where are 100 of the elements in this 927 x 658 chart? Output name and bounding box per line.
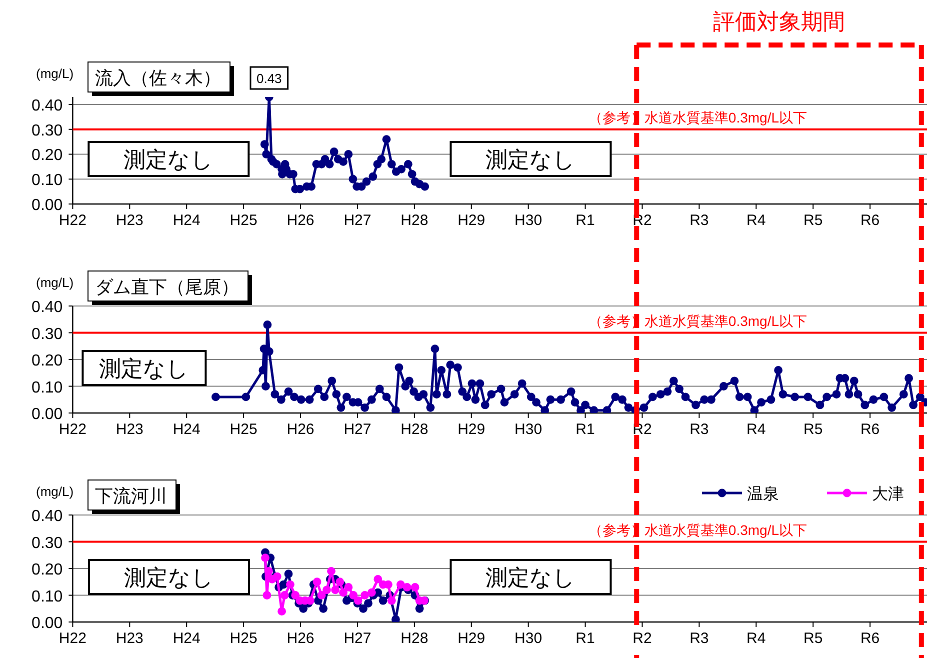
- point: [330, 148, 338, 156]
- legend-label: 温泉: [747, 486, 779, 503]
- x-tick-label: R5: [804, 630, 823, 647]
- point: [378, 596, 388, 605]
- point: [402, 583, 412, 592]
- chart-title: 流入（佐々木）: [95, 68, 221, 88]
- x-tick-label: R3: [690, 630, 709, 647]
- point: [362, 177, 371, 186]
- y-axis-title: (mg/L): [36, 66, 74, 81]
- x-tick-label: H22: [58, 630, 86, 647]
- x-tick-label: H27: [344, 212, 372, 229]
- x-tick-label: R5: [804, 421, 823, 438]
- point: [344, 150, 353, 158]
- point: [374, 575, 382, 584]
- x-tick-label: H26: [286, 421, 314, 438]
- point: [284, 570, 293, 578]
- point: [339, 588, 348, 597]
- point: [272, 160, 281, 168]
- point: [387, 160, 396, 168]
- x-tick-label: H28: [400, 630, 428, 647]
- x-tick-label: H27: [344, 421, 372, 438]
- x-tick-label: H28: [400, 212, 428, 229]
- point: [319, 604, 328, 613]
- x-tick-label: R1: [576, 212, 595, 229]
- x-tick-label: H30: [514, 212, 542, 229]
- y-tick-label: 0.10: [32, 588, 63, 606]
- point: [291, 591, 300, 600]
- x-tick-label: R6: [860, 630, 880, 647]
- point: [325, 160, 334, 168]
- chart-title: ダム直下（尾原）: [95, 277, 239, 297]
- x-tick-label: H28: [400, 421, 428, 438]
- point: [336, 578, 344, 586]
- x-tick-label: H25: [230, 630, 258, 647]
- x-tick-label: R4: [746, 212, 766, 229]
- point: [344, 583, 353, 592]
- y-tick-label: 0.00: [32, 615, 63, 632]
- point: [408, 170, 416, 178]
- point: [364, 599, 372, 608]
- point: [387, 596, 396, 605]
- point: [391, 615, 400, 622]
- point: [286, 580, 294, 589]
- x-tick-label: H30: [514, 630, 542, 647]
- x-tick-label: H27: [344, 630, 372, 647]
- x-tick-label: H26: [286, 212, 314, 229]
- y-tick-label: 0.30: [32, 534, 63, 552]
- point: [397, 164, 406, 174]
- x-tick-label: R3: [690, 212, 709, 229]
- x-tick-label: H23: [116, 212, 144, 229]
- y-tick-label: 0.20: [32, 352, 63, 370]
- x-tick-label: H26: [286, 630, 314, 647]
- y-tick-label: 0.40: [32, 299, 63, 316]
- x-tick-label: H25: [230, 421, 258, 438]
- x-tick-label: R4: [746, 421, 766, 438]
- point: [317, 591, 326, 600]
- x-tick-label: H29: [458, 630, 486, 647]
- point: [261, 554, 270, 562]
- annotation: 測定なし: [486, 147, 576, 172]
- point: [377, 155, 386, 164]
- x-tick-label: H25: [230, 212, 258, 229]
- y-tick-label: 0.00: [32, 406, 63, 423]
- x-tick-label: H22: [58, 212, 86, 229]
- point: [280, 591, 289, 600]
- point: [410, 583, 420, 592]
- point: [260, 140, 269, 148]
- ref-line-label: 評価対象期間: [713, 9, 846, 34]
- x-tick-label: H24: [172, 630, 200, 647]
- x-tick-label: R4: [746, 630, 766, 647]
- y-axis-title: (mg/L): [36, 275, 74, 290]
- point: [264, 566, 273, 576]
- y-tick-label: 0.10: [32, 379, 63, 396]
- x-tick-label: R6: [860, 421, 880, 438]
- annotation: 測定なし: [124, 565, 214, 590]
- point: [262, 150, 271, 158]
- x-tick-label: H29: [458, 421, 486, 438]
- x-tick-label: H30: [514, 421, 542, 438]
- y-tick-label: 0.20: [32, 562, 63, 578]
- point: [348, 174, 358, 184]
- x-tick-label: H24: [172, 421, 200, 438]
- data-label: 0.43: [256, 71, 282, 86]
- annotation: 測定なし: [486, 565, 576, 590]
- point: [404, 160, 412, 168]
- point: [349, 591, 358, 600]
- point: [322, 586, 331, 594]
- x-tick-label: H22: [58, 421, 86, 438]
- x-tick-label: H23: [116, 630, 144, 647]
- point: [327, 566, 336, 576]
- point: [299, 604, 308, 613]
- annotation: 測定なし: [124, 147, 214, 172]
- point: [331, 586, 340, 594]
- point: [360, 591, 369, 600]
- x-tick-label: R1: [576, 630, 595, 647]
- y-tick-label: 0.10: [32, 172, 63, 190]
- point: [367, 588, 376, 597]
- y-tick-label: 0.20: [32, 147, 63, 164]
- point: [278, 607, 286, 616]
- point: [359, 604, 368, 613]
- y-tick-label: 0.30: [32, 122, 63, 140]
- legend-label: 大津: [872, 485, 904, 503]
- x-tick-label: H23: [116, 421, 144, 438]
- point: [382, 135, 391, 144]
